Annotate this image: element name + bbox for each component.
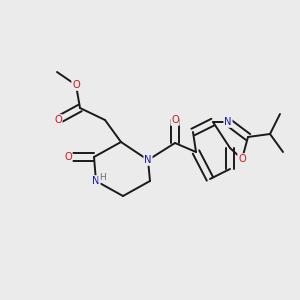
Text: O: O xyxy=(64,152,72,162)
Text: N: N xyxy=(92,176,100,186)
Text: O: O xyxy=(238,154,246,164)
Text: N: N xyxy=(144,155,152,165)
Text: O: O xyxy=(171,115,179,125)
Text: O: O xyxy=(54,115,62,125)
Text: H: H xyxy=(99,173,106,182)
Text: N: N xyxy=(224,117,232,127)
Text: O: O xyxy=(72,80,80,90)
